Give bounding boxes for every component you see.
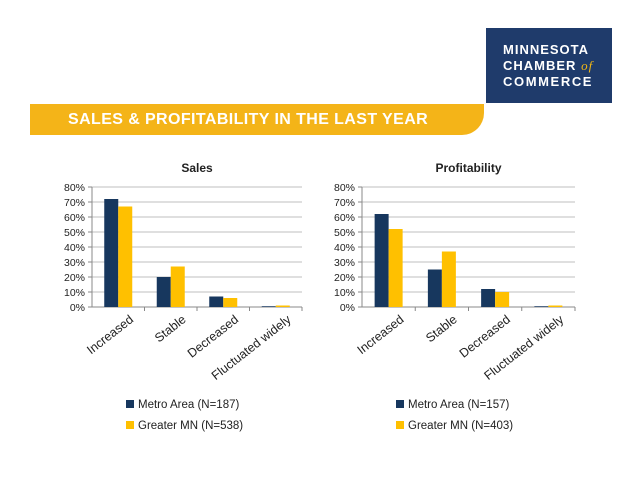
logo-line-minnesota: MINNESOTA [503,42,590,57]
legend-label-metro: Metro Area (N=157) [408,399,509,411]
section-banner: SALES & PROFITABILITY IN THE LAST YEAR [30,104,484,135]
logo-word-chamber: CHAMBER [503,58,577,73]
bar-metro-2 [156,277,171,307]
y-tick-label: 30% [334,257,355,269]
y-tick-label: 70% [64,197,85,209]
x-category-label: Stable [152,312,189,345]
y-tick-label: 10% [64,287,85,299]
bar-greater-3 [495,292,510,307]
y-tick-label: 40% [334,242,355,254]
bar-greater-3 [223,298,238,307]
y-tick-label: 0% [70,302,85,314]
x-category-label: Increased [355,312,407,357]
y-tick-label: 40% [64,242,85,254]
logo-word-of: of [581,58,594,73]
chart-title: Profitability [435,161,501,175]
y-tick-label: 50% [64,227,85,239]
chart-1: Sales 0% 10% 20% 30% 40% 50% 60% 70% 80% Increased… [64,161,303,432]
bar-greater-1 [118,206,133,307]
legend-swatch-greater [126,421,134,429]
y-tick-label: 30% [64,257,85,269]
legend-label-metro: Metro Area (N=187) [138,399,239,411]
bar-metro-4 [534,306,549,307]
section-title: SALES & PROFITABILITY IN THE LAST YEAR [68,111,429,128]
bar-greater-4 [548,305,563,307]
bar-metro-4 [261,306,276,307]
y-tick-label: 80% [64,182,85,194]
legend-label-greater: Greater MN (N=538) [138,420,243,432]
bar-greater-2 [441,251,456,307]
y-tick-label: 20% [334,272,355,284]
legend-swatch-metro [126,400,134,408]
bar-metro-2 [427,269,442,307]
bar-greater-2 [170,266,185,307]
logo-line-chamber: CHAMBER of [503,58,593,74]
x-category-label: Stable [423,312,460,345]
legend-swatch-greater [396,421,404,429]
logo-line-commerce: COMMERCE [503,74,594,89]
bar-greater-4 [275,305,290,307]
bar-metro-1 [374,214,389,307]
y-tick-label: 60% [334,212,355,224]
y-tick-label: 50% [334,227,355,239]
bar-metro-3 [209,296,224,307]
y-tick-label: 0% [340,302,355,314]
y-tick-label: 70% [334,197,355,209]
legend-swatch-metro [396,400,404,408]
y-tick-label: 80% [334,182,355,194]
legend-label-greater: Greater MN (N=403) [408,420,513,432]
bar-metro-1 [104,199,119,307]
bar-metro-3 [481,289,496,307]
bar-greater-1 [388,229,403,307]
chart-2: Profitability 0% 10% 20% 30% 40% 50% 60% 70% 80% I… [334,161,576,432]
chamber-logo: MINNESOTA CHAMBER of COMMERCE [486,28,612,103]
chart-title: Sales [181,161,213,175]
y-tick-label: 20% [64,272,85,284]
y-tick-label: 60% [64,212,85,224]
y-tick-label: 10% [334,287,355,299]
x-category-label: Increased [84,312,136,357]
